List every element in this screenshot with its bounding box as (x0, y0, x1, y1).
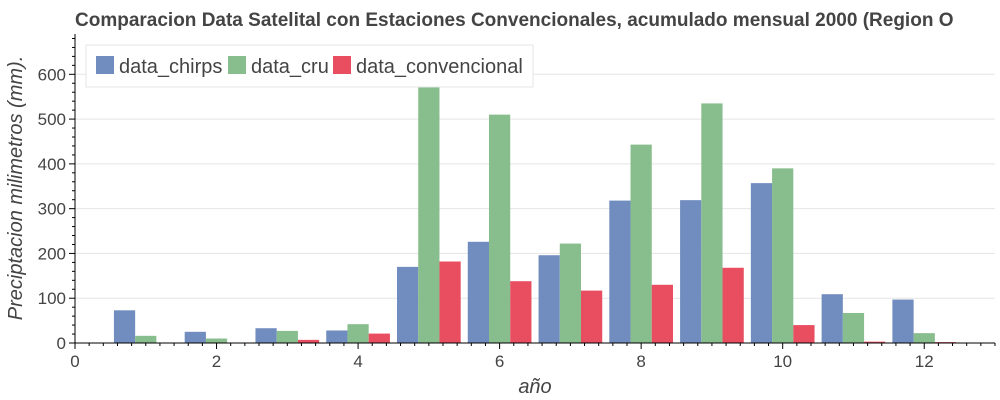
x-tick-label: 10 (773, 352, 792, 371)
y-tick-label: 500 (38, 110, 66, 129)
x-tick-label: 0 (70, 352, 79, 371)
bar-data_chirps (397, 266, 419, 343)
chart-title: Comparacion Data Satelital con Estacione… (75, 10, 953, 31)
grid-lines (75, 73, 995, 299)
bar-data_cru (842, 312, 865, 343)
bar-data_cru (559, 243, 581, 343)
bar-data_cru (205, 338, 228, 343)
y-tick-label: 400 (38, 155, 66, 174)
y-tick-label: 300 (38, 200, 66, 219)
bar-data_convencional (439, 261, 461, 343)
bar-data_cru (418, 86, 440, 343)
legend-label: data_chirps (119, 56, 222, 78)
bar-data_chirps (680, 200, 702, 343)
legend-label: data_cru (251, 56, 329, 78)
x-axis-label: año (518, 376, 551, 398)
legend-swatch (228, 56, 246, 74)
bar-data_cru (489, 114, 511, 343)
bar-data_cru (701, 103, 723, 343)
bar-data_convencional (793, 325, 815, 343)
bar-data_convencional (297, 339, 320, 343)
x-tick-label: 2 (212, 352, 221, 371)
bar-data_chirps (467, 241, 489, 343)
legend-label: data_convencional (356, 56, 523, 78)
bar-data_convencional (510, 281, 532, 343)
bar-data_convencional (864, 341, 886, 343)
bar-data_convencional (581, 290, 603, 343)
y-tick-label: 200 (38, 244, 66, 263)
bar-data_cru (276, 330, 298, 343)
bar-data_cru (630, 144, 652, 343)
bar-data_chirps (326, 330, 348, 343)
bar-data_cru (135, 335, 157, 343)
y-tick-label: 600 (38, 65, 66, 84)
bar-data_cru (347, 324, 369, 343)
bar-data_chirps (184, 331, 206, 343)
legend-swatch (333, 56, 351, 74)
bar-data_convencional (722, 267, 744, 343)
bar-data_chirps (113, 310, 136, 343)
y-tick-label: 100 (38, 289, 66, 308)
x-tick-label: 12 (915, 352, 934, 371)
bar-data_chirps (538, 255, 560, 343)
bar-data_chirps (750, 183, 773, 343)
legend-box (85, 44, 534, 88)
x-tick-label: 8 (636, 352, 645, 371)
bars (113, 86, 957, 343)
bar-data_cru (772, 168, 794, 343)
bar-data_convencional (368, 333, 390, 343)
y-tick-label: 0 (57, 334, 66, 353)
bar-data_chirps (821, 294, 843, 343)
legend: data_chirps data_cru data_convencional (85, 44, 534, 88)
bar-data_chirps (255, 328, 277, 343)
x-tick-label: 6 (495, 352, 504, 371)
x-tick-label: 4 (353, 352, 362, 371)
bar-data_chirps (609, 200, 631, 343)
bar-data_chirps (892, 299, 914, 343)
axes: 0 100 200 300 400 500 600 0 2 4 6 8 10 12 (38, 34, 996, 371)
bar-data_cru (913, 333, 935, 343)
y-axis-label: Preciptacion milimetros (mm). (5, 56, 27, 320)
legend-swatch (96, 56, 114, 74)
bar-data_convencional (651, 284, 673, 343)
